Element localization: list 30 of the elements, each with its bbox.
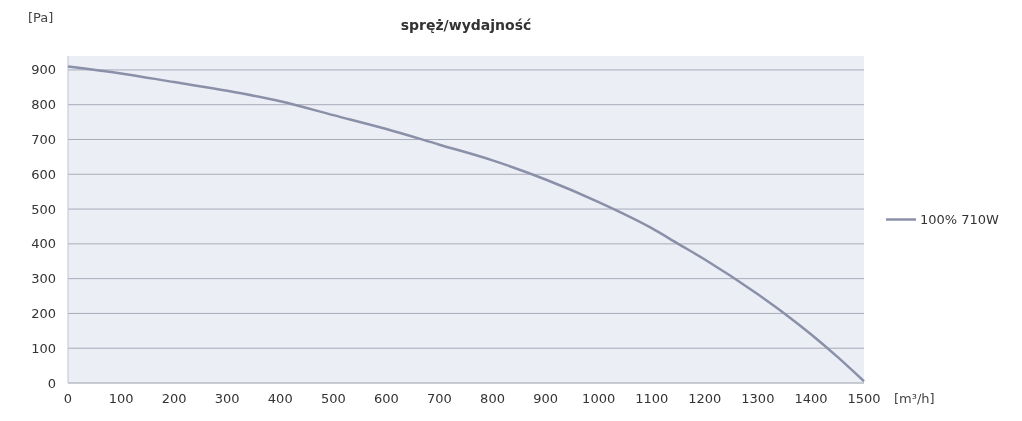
y-tick-label: 0 bbox=[47, 375, 56, 391]
y-tick-label: 400 bbox=[31, 236, 56, 252]
x-tick-label: 1300 bbox=[741, 391, 775, 406]
y-tick-label: 900 bbox=[31, 62, 56, 78]
x-tick-label: 800 bbox=[480, 391, 505, 406]
y-tick-label: 200 bbox=[31, 305, 56, 321]
x-tick-label: 600 bbox=[373, 391, 399, 406]
y-tick-label: 500 bbox=[31, 201, 56, 217]
x-tick-label: 300 bbox=[214, 391, 240, 406]
x-tick-label: 1000 bbox=[582, 391, 616, 406]
x-tick-label: 1500 bbox=[847, 391, 881, 406]
x-tick-label: 1400 bbox=[794, 391, 828, 406]
x-tick-label: 900 bbox=[533, 391, 559, 406]
x-tick-label: 1200 bbox=[688, 391, 722, 406]
y-tick-label: 700 bbox=[31, 132, 56, 148]
legend-label: 100% 710W bbox=[920, 212, 1000, 228]
x-tick-label: 500 bbox=[320, 391, 346, 406]
y-tick-label: 100 bbox=[31, 340, 56, 356]
x-tick-label: 700 bbox=[427, 391, 452, 406]
y-axis-title: [Pa] bbox=[28, 10, 54, 25]
x-tick-label: 0 bbox=[63, 391, 73, 406]
chart-title: spręż/wydajność bbox=[400, 17, 532, 33]
y-tick-label: 800 bbox=[31, 97, 56, 113]
x-axis-title: [m³/h] bbox=[894, 391, 935, 406]
x-tick-label: 400 bbox=[267, 391, 293, 406]
x-tick-label: 200 bbox=[161, 391, 187, 406]
x-tick-label: 1100 bbox=[635, 391, 669, 406]
y-tick-label: 300 bbox=[31, 271, 56, 287]
y-tick-label: 600 bbox=[31, 166, 56, 182]
x-tick-label: 100 bbox=[108, 391, 134, 406]
